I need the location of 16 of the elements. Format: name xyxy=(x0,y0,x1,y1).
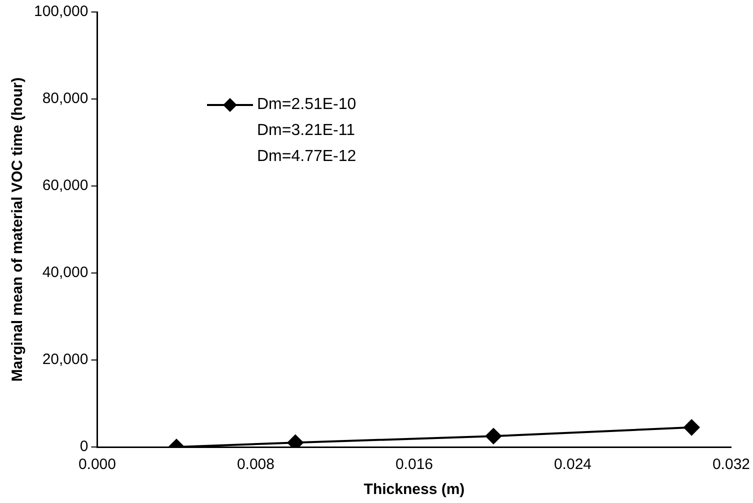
y-tick-label: 40,000 xyxy=(42,264,88,282)
x-tick-label: 0.024 xyxy=(554,456,592,474)
y-tick-label: 80,000 xyxy=(42,90,88,108)
y-tick-label: 100,000 xyxy=(34,3,88,20)
y-tick-label: 60,000 xyxy=(42,177,88,194)
y-tick-label: 0 xyxy=(80,438,88,456)
text: Dm=4.77E-12 xyxy=(257,148,356,166)
x-tick-label: 0.016 xyxy=(395,456,433,474)
x-axis-title: Thickness (m) xyxy=(364,481,465,498)
y-tick-label: 20,000 xyxy=(42,351,88,368)
x-tick-label: 0.000 xyxy=(78,456,116,474)
legend-label: Dm=2.51E-10 xyxy=(257,96,356,114)
y-axis-title: Marginal mean of material VOC time (hour) xyxy=(9,77,26,382)
x-tick-label: 0.008 xyxy=(236,456,274,474)
text: Dm=3.21E-11 xyxy=(257,122,355,140)
x-tick-label: 0.032 xyxy=(712,456,750,474)
